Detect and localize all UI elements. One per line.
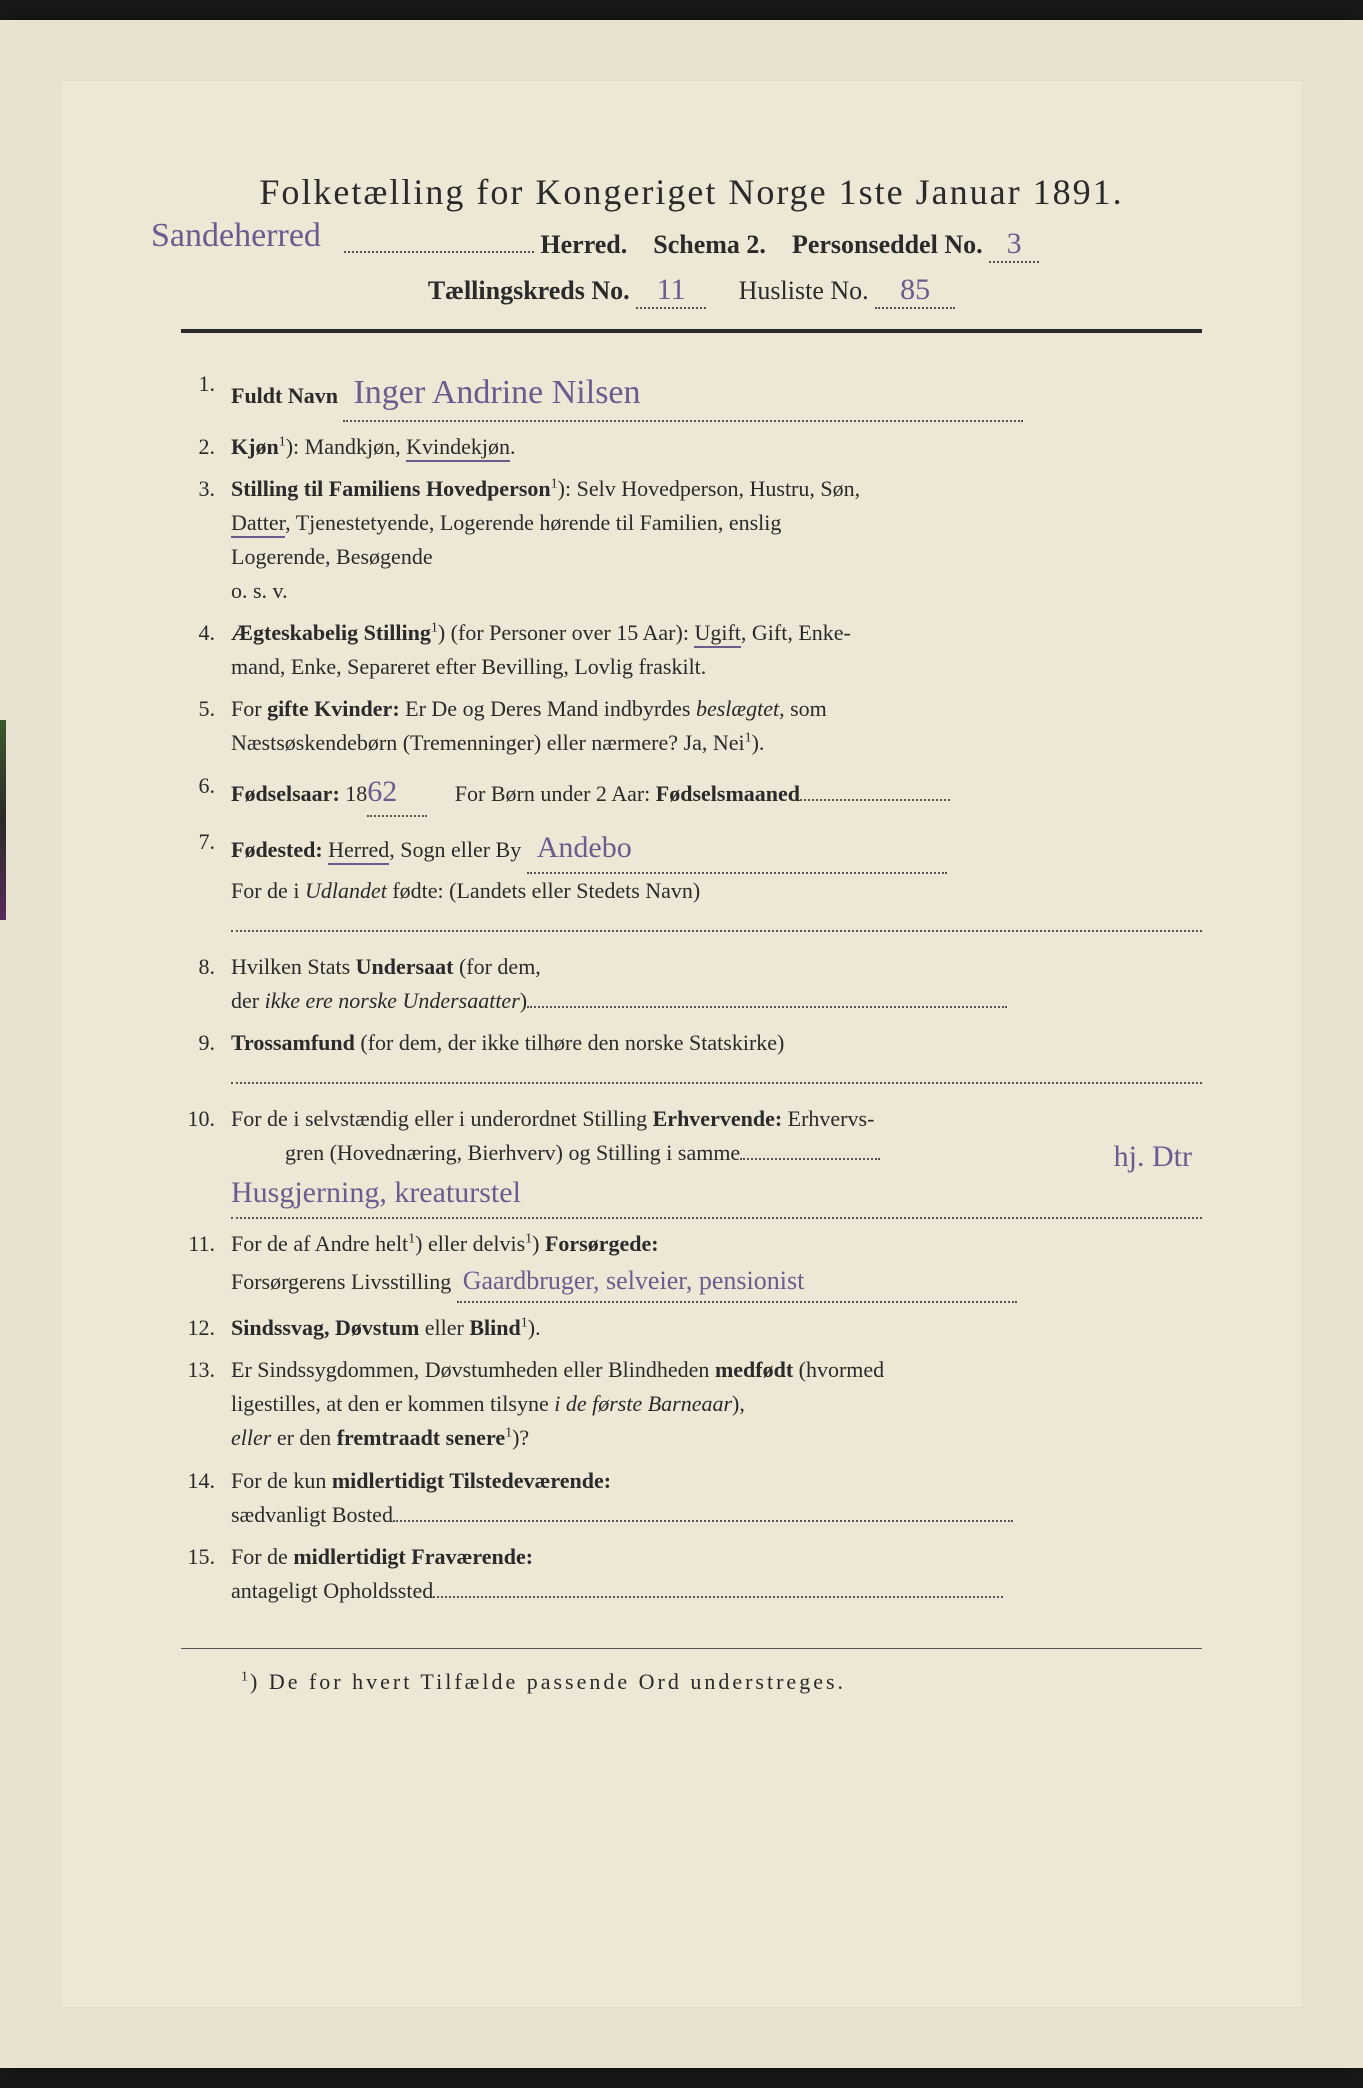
row-num: 13. bbox=[181, 1353, 231, 1455]
footnote: 1) De for hvert Tilfælde passende Ord un… bbox=[181, 1669, 1202, 1695]
row-15: 15. For de midlertidigt Fraværende: anta… bbox=[181, 1540, 1202, 1608]
marital-label: Ægteskabelig Stilling bbox=[231, 620, 431, 645]
row-3: 3. Stilling til Familiens Hovedperson1):… bbox=[181, 472, 1202, 608]
birthplace-value: Andebo bbox=[537, 825, 632, 872]
row-num: 14. bbox=[181, 1464, 231, 1532]
row-num: 3. bbox=[181, 472, 231, 608]
row-num: 15. bbox=[181, 1540, 231, 1608]
form-body: 1. Fuldt Navn Inger Andrine Nilsen 2. Kj… bbox=[181, 367, 1202, 1608]
kreds-no: 11 bbox=[657, 273, 686, 307]
row-2: 2. Kjøn1): Mandkjøn, Kvindekjøn. bbox=[181, 430, 1202, 464]
row-7: 7. Fødested: Herred, Sogn eller By Andeb… bbox=[181, 825, 1202, 942]
row-num: 4. bbox=[181, 616, 231, 684]
scan-artifact bbox=[0, 720, 6, 920]
birthplace-type: Herred bbox=[328, 837, 389, 865]
row-num: 7. bbox=[181, 825, 231, 942]
row-1: 1. Fuldt Navn Inger Andrine Nilsen bbox=[181, 367, 1202, 422]
row-13: 13. Er Sindssygdommen, Døvstumheden elle… bbox=[181, 1353, 1202, 1455]
header-rule bbox=[181, 329, 1202, 333]
personseddel-no: 3 bbox=[1007, 227, 1022, 261]
header-line-2: Tællingskreds No. 11 Husliste No. 85 bbox=[181, 273, 1202, 309]
schema-label: Schema 2. bbox=[653, 230, 766, 259]
occupation-value: Husgjerning, kreaturstel bbox=[231, 1170, 521, 1217]
birthyear-label: Fødselsaar: bbox=[231, 781, 340, 806]
row-12: 12. Sindssvag, Døvstum eller Blind1). bbox=[181, 1311, 1202, 1345]
row-num: 11. bbox=[181, 1227, 231, 1303]
birthyear-value: 62 bbox=[367, 769, 397, 816]
personseddel-label: Personseddel No. bbox=[792, 230, 983, 259]
religion-label: Trossamfund bbox=[231, 1030, 355, 1055]
header-line-1: Sandeherred Herred. Schema 2. Personsedd… bbox=[181, 227, 1202, 263]
provider-value: Gaardbruger, selveier, pensionist bbox=[463, 1261, 805, 1301]
row-5: 5. For gifte Kvinder: Er De og Deres Man… bbox=[181, 692, 1202, 760]
sex-selected: Kvindekjøn bbox=[406, 434, 510, 462]
sex-label: Kjøn bbox=[231, 434, 279, 459]
husliste-label: Husliste No. bbox=[739, 276, 869, 305]
row-11: 11. For de af Andre helt1) eller delvis1… bbox=[181, 1227, 1202, 1303]
fullname-value: Inger Andrine Nilsen bbox=[353, 367, 640, 420]
row-num: 12. bbox=[181, 1311, 231, 1345]
row-num: 1. bbox=[181, 367, 231, 422]
row-9: 9. Trossamfund (for dem, der ikke tilhør… bbox=[181, 1026, 1202, 1094]
row-num: 5. bbox=[181, 692, 231, 760]
row-num: 9. bbox=[181, 1026, 231, 1094]
row-num: 8. bbox=[181, 950, 231, 1018]
fullname-label: Fuldt Navn bbox=[231, 383, 338, 408]
row-num: 10. bbox=[181, 1102, 231, 1219]
herred-handwritten: Sandeherred bbox=[151, 217, 321, 255]
form-title: Folketælling for Kongeriget Norge 1ste J… bbox=[181, 171, 1202, 213]
row-num: 2. bbox=[181, 430, 231, 464]
marital-selected: Ugift bbox=[694, 620, 740, 648]
row-10: 10. For de i selvstændig eller i underor… bbox=[181, 1102, 1202, 1219]
occupation-note: hj. Dtr bbox=[1114, 1134, 1192, 1181]
document-page: Folketælling for Kongeriget Norge 1ste J… bbox=[0, 20, 1363, 2068]
herred-label: Herred. bbox=[540, 230, 627, 259]
birthplace-label: Fødested: bbox=[231, 837, 323, 862]
row-14: 14. For de kun midlertidigt Tilstedevære… bbox=[181, 1464, 1202, 1532]
row-num: 6. bbox=[181, 769, 231, 818]
row-8: 8. Hvilken Stats Undersaat (for dem, der… bbox=[181, 950, 1202, 1018]
relation-label: Stilling til Familiens Hovedperson bbox=[231, 476, 551, 501]
document-inner: Folketælling for Kongeriget Norge 1ste J… bbox=[60, 80, 1303, 2008]
row-4: 4. Ægteskabelig Stilling1) (for Personer… bbox=[181, 616, 1202, 684]
row-6: 6. Fødselsaar: 1862 For Børn under 2 Aar… bbox=[181, 769, 1202, 818]
relation-selected: Datter bbox=[231, 510, 285, 538]
form-header: Folketælling for Kongeriget Norge 1ste J… bbox=[181, 171, 1202, 309]
husliste-no: 85 bbox=[900, 273, 930, 307]
footnote-rule bbox=[181, 1648, 1202, 1649]
kreds-label: Tællingskreds No. bbox=[428, 276, 630, 305]
